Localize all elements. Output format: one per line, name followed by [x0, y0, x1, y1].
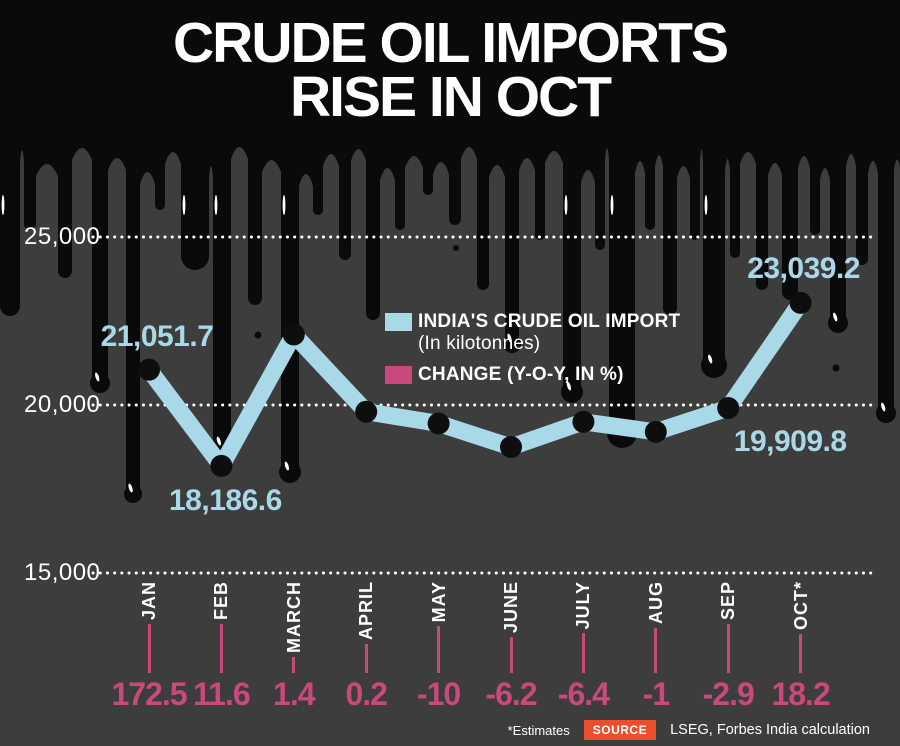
- legend-item-imports: INDIA'S CRUDE OIL IMPORT (In kilotonnes): [385, 311, 680, 355]
- month-column: AUG -1: [619, 581, 693, 712]
- x-axis-month-label: AUG: [645, 581, 666, 624]
- data-point-dot: [717, 397, 740, 420]
- chart-legend: INDIA'S CRUDE OIL IMPORT (In kilotonnes)…: [385, 311, 680, 386]
- x-axis-month-label: SEP: [718, 581, 739, 621]
- month-tick-line: [437, 626, 441, 673]
- x-axis-month-label: JUNE: [501, 581, 521, 634]
- month-tick-line: [364, 644, 368, 673]
- month-tick-line: [292, 657, 296, 673]
- change-value-label: -1: [642, 676, 670, 712]
- month-tick-line: [509, 637, 513, 673]
- legend-imports-label: INDIA'S CRUDE OIL IMPORT: [418, 311, 681, 332]
- x-axis-month-label: APRIL: [356, 581, 377, 640]
- footer: *Estimates SOURCE LSEG, Forbes India cal…: [508, 720, 870, 740]
- legend-change-text: CHANGE (Y-O-Y, IN %): [418, 364, 624, 386]
- data-point-dot: [138, 358, 160, 381]
- point-value-label: 23,039.2: [747, 251, 860, 285]
- change-value-label: -10: [416, 676, 461, 712]
- x-axis-month-label: MARCH: [283, 581, 304, 653]
- imports-line-series: [140, 294, 810, 475]
- month-tick-line: [726, 624, 730, 673]
- x-axis-month-label: OCT*: [790, 581, 811, 630]
- month-tick-line: [219, 624, 223, 673]
- legend-change-label: CHANGE: [418, 364, 502, 385]
- month-column: FEB 11.6: [184, 581, 258, 712]
- y-axis-tick-label: 25,000: [24, 223, 101, 250]
- gridlines: [91, 235, 874, 575]
- month-column: JULY -6.4: [546, 581, 620, 712]
- page-title-line2: RISE IN OCT: [289, 65, 612, 129]
- x-axis-month-label: MAY: [428, 581, 449, 623]
- change-value-label: 18.2: [771, 676, 830, 712]
- change-value-label: 0.2: [345, 676, 387, 712]
- data-point-dot: [210, 454, 233, 477]
- x-axis-month-label: JAN: [139, 581, 159, 621]
- legend-imports-text: INDIA'S CRUDE OIL IMPORT (In kilotonnes): [418, 311, 680, 355]
- source-text: LSEG, Forbes India calculation: [670, 722, 870, 738]
- page-title: CRUDE OIL IMPORTS RISE IN OCT: [0, 11, 900, 129]
- data-point-dot: [500, 436, 522, 458]
- imports-swatch-icon: [385, 313, 412, 331]
- point-value-label: 18,186.6: [169, 483, 282, 517]
- month-column: SEP -2.9: [691, 581, 765, 712]
- point-value-label: 21,051.7: [100, 319, 214, 353]
- data-point-dot: [644, 420, 667, 443]
- source-badge: SOURCE: [583, 720, 657, 740]
- change-value-label: -6.2: [485, 676, 537, 712]
- change-value-label: -2.9: [702, 676, 755, 712]
- month-column: JAN 172.5: [111, 581, 187, 712]
- data-points: [138, 291, 812, 477]
- y-axis-tick-label: 20,000: [24, 391, 101, 418]
- data-point-dot: [355, 400, 378, 423]
- x-axis-month-label: FEB: [211, 581, 232, 620]
- month-tick-line: [799, 634, 803, 673]
- data-point-dot: [789, 291, 812, 314]
- month-tick-line: [581, 633, 585, 673]
- data-point-dot: [572, 410, 595, 433]
- month-column: JUNE -6.2: [474, 581, 548, 712]
- change-value-label: 1.4: [273, 676, 315, 712]
- y-axis-tick-label: 15,000: [24, 559, 101, 586]
- data-point-dot: [282, 323, 305, 346]
- legend-item-change: CHANGE (Y-O-Y, IN %): [385, 364, 680, 386]
- legend-imports-sublabel: (In kilotonnes): [418, 333, 541, 354]
- month-column: MARCH 1.4: [257, 581, 331, 712]
- month-column: APRIL 0.2: [329, 581, 403, 712]
- estimates-note: *Estimates: [507, 722, 570, 738]
- x-axis-month-label: JULY: [573, 581, 594, 630]
- month-column: OCT* 18.2: [764, 581, 838, 712]
- month-tick-line: [147, 624, 151, 673]
- data-point-dot: [427, 412, 450, 435]
- month-column: MAY -10: [402, 581, 476, 712]
- legend-change-detail: (Y-O-Y, IN %): [507, 364, 624, 385]
- change-value-label: -6.4: [557, 676, 610, 712]
- month-tick-line: [654, 628, 658, 673]
- page-title-line1: CRUDE OIL IMPORTS: [173, 11, 729, 75]
- change-value-label: 172.5: [111, 676, 187, 712]
- change-swatch-icon: [385, 366, 412, 384]
- change-value-label: 11.6: [193, 676, 251, 712]
- point-value-label: 19,909.8: [733, 425, 847, 459]
